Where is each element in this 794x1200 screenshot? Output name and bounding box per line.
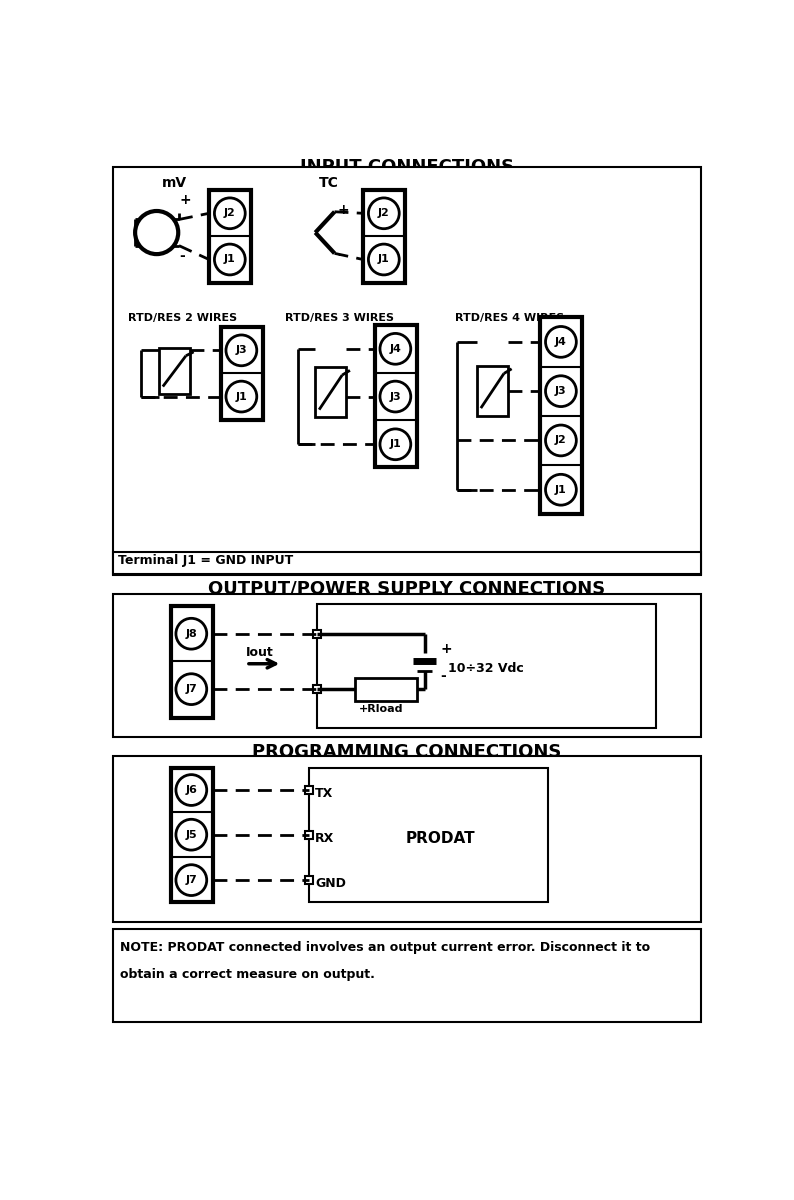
Bar <box>309 768 548 902</box>
Bar <box>209 190 252 282</box>
Text: J8: J8 <box>186 629 197 638</box>
Circle shape <box>380 334 410 365</box>
Text: -: - <box>337 248 343 262</box>
Text: J2: J2 <box>378 209 390 218</box>
Circle shape <box>176 865 206 895</box>
Text: PRODAT: PRODAT <box>406 832 476 846</box>
Text: TX: TX <box>315 787 333 800</box>
Text: RTD/RES 4 WIRES: RTD/RES 4 WIRES <box>455 313 564 323</box>
Circle shape <box>214 244 245 275</box>
Text: Terminal J1 = GND INPUT: Terminal J1 = GND INPUT <box>118 554 294 568</box>
Circle shape <box>226 382 256 412</box>
Circle shape <box>176 820 206 850</box>
Circle shape <box>380 382 410 412</box>
Text: J1: J1 <box>390 439 401 449</box>
Text: J6: J6 <box>185 785 197 796</box>
Text: PROGRAMMING CONNECTIONS: PROGRAMMING CONNECTIONS <box>252 743 561 761</box>
Text: +: + <box>337 203 349 217</box>
Bar <box>363 190 406 282</box>
Text: RX: RX <box>315 832 334 845</box>
Text: +: + <box>440 642 452 656</box>
Text: J2: J2 <box>224 209 236 218</box>
Text: 10÷32 Vdc: 10÷32 Vdc <box>448 662 523 674</box>
Bar <box>113 552 701 574</box>
Text: J4: J4 <box>389 344 401 354</box>
Circle shape <box>545 425 576 456</box>
Bar <box>171 606 213 718</box>
Bar <box>221 328 263 420</box>
Text: GND: GND <box>315 877 346 890</box>
Bar <box>477 366 508 416</box>
Bar <box>113 929 701 1022</box>
Text: -: - <box>179 248 185 263</box>
Text: J7: J7 <box>186 684 197 694</box>
Bar <box>313 685 321 694</box>
Bar <box>540 317 583 514</box>
Circle shape <box>545 326 576 358</box>
Bar <box>171 768 213 902</box>
Text: obtain a correct measure on output.: obtain a correct measure on output. <box>121 968 376 980</box>
Text: RTD/RES 2 WIRES: RTD/RES 2 WIRES <box>128 313 237 323</box>
Bar <box>159 348 190 395</box>
Text: +Rload: +Rload <box>359 703 403 714</box>
Text: OUTPUT/POWER SUPPLY CONNECTIONS: OUTPUT/POWER SUPPLY CONNECTIONS <box>208 580 606 598</box>
Text: J1: J1 <box>378 254 390 264</box>
Text: NOTE: PRODAT connected involves an output current error. Disconnect it to: NOTE: PRODAT connected involves an outpu… <box>121 941 650 954</box>
Text: RTD/RES 3 WIRES: RTD/RES 3 WIRES <box>285 313 395 323</box>
Text: J3: J3 <box>390 391 401 402</box>
Bar <box>305 786 313 794</box>
Bar <box>305 876 313 884</box>
Circle shape <box>368 198 399 229</box>
Text: -: - <box>440 670 445 683</box>
Text: J2: J2 <box>555 436 567 445</box>
Bar <box>305 830 313 839</box>
Text: TC: TC <box>318 176 338 191</box>
Text: mV: mV <box>162 176 187 191</box>
Bar <box>113 594 701 737</box>
Circle shape <box>176 673 206 704</box>
Text: J1: J1 <box>224 254 236 264</box>
Circle shape <box>176 618 206 649</box>
Text: J4: J4 <box>555 337 567 347</box>
Circle shape <box>214 198 245 229</box>
Text: INPUT CONNECTIONS: INPUT CONNECTIONS <box>300 158 514 176</box>
Circle shape <box>380 428 410 460</box>
Circle shape <box>368 244 399 275</box>
Circle shape <box>226 335 256 366</box>
Text: J1: J1 <box>555 485 567 494</box>
Bar <box>313 630 321 637</box>
Bar <box>356 678 417 701</box>
Text: Iout: Iout <box>246 646 274 659</box>
Bar <box>113 756 701 922</box>
Circle shape <box>545 474 576 505</box>
Text: J5: J5 <box>186 829 197 840</box>
Text: J1: J1 <box>236 391 247 402</box>
Text: I: I <box>154 229 160 245</box>
Bar <box>315 367 346 418</box>
Bar <box>317 604 656 728</box>
Bar <box>375 325 417 467</box>
Circle shape <box>176 775 206 805</box>
Text: J3: J3 <box>236 346 247 355</box>
Text: +: + <box>179 193 191 208</box>
Circle shape <box>545 376 576 407</box>
Circle shape <box>135 211 178 254</box>
Text: J3: J3 <box>555 386 567 396</box>
Bar <box>113 167 701 575</box>
Text: J7: J7 <box>186 875 197 886</box>
